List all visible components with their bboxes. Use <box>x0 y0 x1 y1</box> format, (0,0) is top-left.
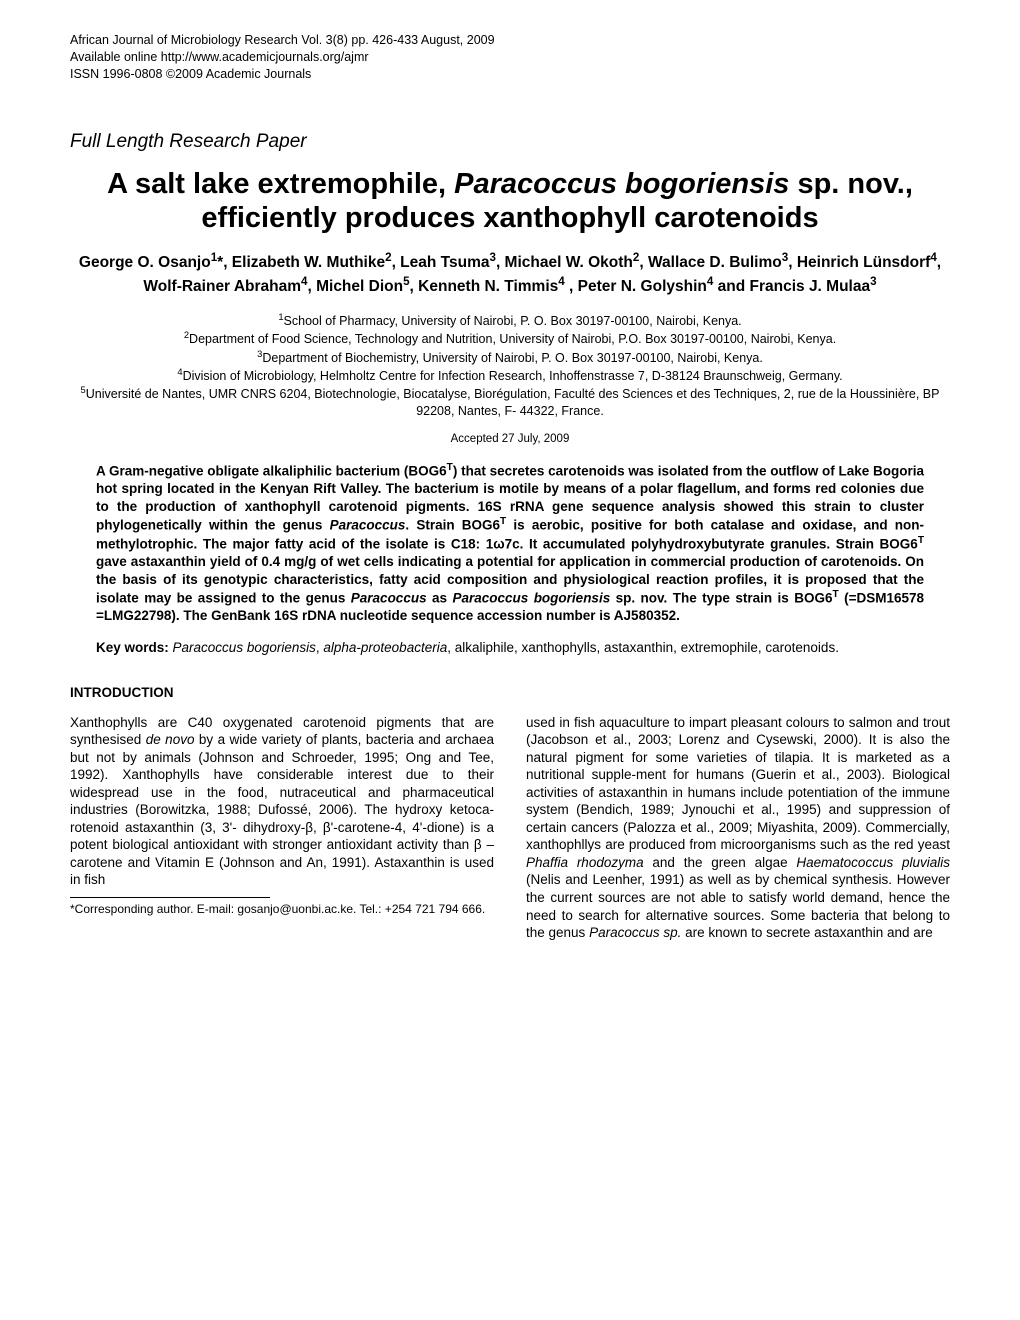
affiliation: 5Université de Nantes, UMR CNRS 6204, Bi… <box>70 384 950 419</box>
abstract-text: . Strain BOG6 <box>405 518 500 533</box>
online-line: Available online http://www.academicjour… <box>70 49 950 66</box>
keywords-block: Key words: Paracoccus bogoriensis, alpha… <box>96 639 924 657</box>
keyword-italic: alpha-proteobacteria <box>323 640 447 655</box>
author: , Wallace D. Bulimo <box>639 254 781 271</box>
affiliation: 4Division of Microbiology, Helmholtz Cen… <box>70 366 950 384</box>
aff-text: School of Pharmacy, University of Nairob… <box>284 314 742 328</box>
aff-text: Division of Microbiology, Helmholtz Cent… <box>183 369 843 383</box>
intro-heading: INTRODUCTION <box>70 685 950 700</box>
journal-line: African Journal of Microbiology Research… <box>70 32 950 49</box>
intro-italic: Paracoccus sp. <box>589 925 681 940</box>
keyword-italic: Paracoccus bogoriensis <box>173 640 316 655</box>
intro-col-right: used in fish aquaculture to impart pleas… <box>526 714 950 942</box>
issn-line: ISSN 1996-0808 ©2009 Academic Journals <box>70 66 950 83</box>
author: and Francis J. Mulaa <box>713 278 870 295</box>
author: *, Elizabeth W. Muthike <box>217 254 385 271</box>
aff-text: Department of Food Science, Technology a… <box>189 332 836 346</box>
affiliation: 2Department of Food Science, Technology … <box>70 329 950 347</box>
affiliation: 1School of Pharmacy, University of Nairo… <box>70 311 950 329</box>
affiliations-block: 1School of Pharmacy, University of Nairo… <box>70 311 950 419</box>
footnote-separator <box>70 897 270 898</box>
paper-type: Full Length Research Paper <box>70 131 950 153</box>
abstract-text: A Gram-negative obligate alkaliphilic ba… <box>96 464 447 479</box>
abstract-italic: Paracoccus <box>351 591 427 606</box>
author: , Michel Dion <box>307 278 403 295</box>
author: George O. Osanjo <box>79 254 211 271</box>
abstract-block: A Gram-negative obligate alkaliphilic ba… <box>96 461 924 625</box>
title-species: Paracoccus bogoriensis <box>454 168 789 200</box>
author: , Heinrich Lünsdorf <box>788 254 930 271</box>
intro-text: used in fish aquaculture to impart pleas… <box>526 715 950 853</box>
title-pre: A salt lake extremophile, <box>107 168 454 200</box>
author: , Peter N. Golyshin <box>565 278 707 295</box>
accepted-date: Accepted 27 July, 2009 <box>70 433 950 445</box>
intro-italic: Phaffia rhodozyma <box>526 855 644 870</box>
abstract-text: sp. nov. The type strain is BOG6 <box>610 591 832 606</box>
intro-col-left: Xanthophylls are C40 oxygenated caroteno… <box>70 714 494 942</box>
intro-text: and the green algae <box>644 855 797 870</box>
keyword-rest: , alkaliphile, xanthophylls, astaxanthin… <box>447 640 839 655</box>
aff-text: Department of Biochemistry, University o… <box>262 351 762 365</box>
intro-columns: Xanthophylls are C40 oxygenated caroteno… <box>70 714 950 942</box>
intro-paragraph: Xanthophylls are C40 oxygenated caroteno… <box>70 714 494 889</box>
author: , Kenneth N. Timmis <box>410 278 559 295</box>
intro-italic: de novo <box>146 732 195 747</box>
author-sup: 3 <box>870 275 876 288</box>
abstract-text: as <box>427 591 453 606</box>
abstract-italic: Paracoccus bogoriensis <box>452 591 610 606</box>
intro-italic: Haematococcus pluvialis <box>796 855 950 870</box>
intro-text: by a wide variety of plants, bacteria an… <box>70 732 494 887</box>
keywords-label: Key words: <box>96 640 173 655</box>
corresponding-author-footnote: *Corresponding author. E-mail: gosanjo@u… <box>70 902 494 918</box>
paper-title: A salt lake extremophile, Paracoccus bog… <box>70 167 950 237</box>
authors-block: George O. Osanjo1*, Elizabeth W. Muthike… <box>70 250 950 297</box>
aff-text: Université de Nantes, UMR CNRS 6204, Bio… <box>86 388 940 418</box>
affiliation: 3Department of Biochemistry, University … <box>70 348 950 366</box>
abstract-sup: T <box>918 535 924 546</box>
author: , Leah Tsuma <box>392 254 490 271</box>
journal-header: African Journal of Microbiology Research… <box>70 32 950 83</box>
author: , Michael W. Okoth <box>496 254 633 271</box>
abstract-italic: Paracoccus <box>330 518 406 533</box>
intro-text: are known to secrete astaxanthin and are <box>681 925 932 940</box>
